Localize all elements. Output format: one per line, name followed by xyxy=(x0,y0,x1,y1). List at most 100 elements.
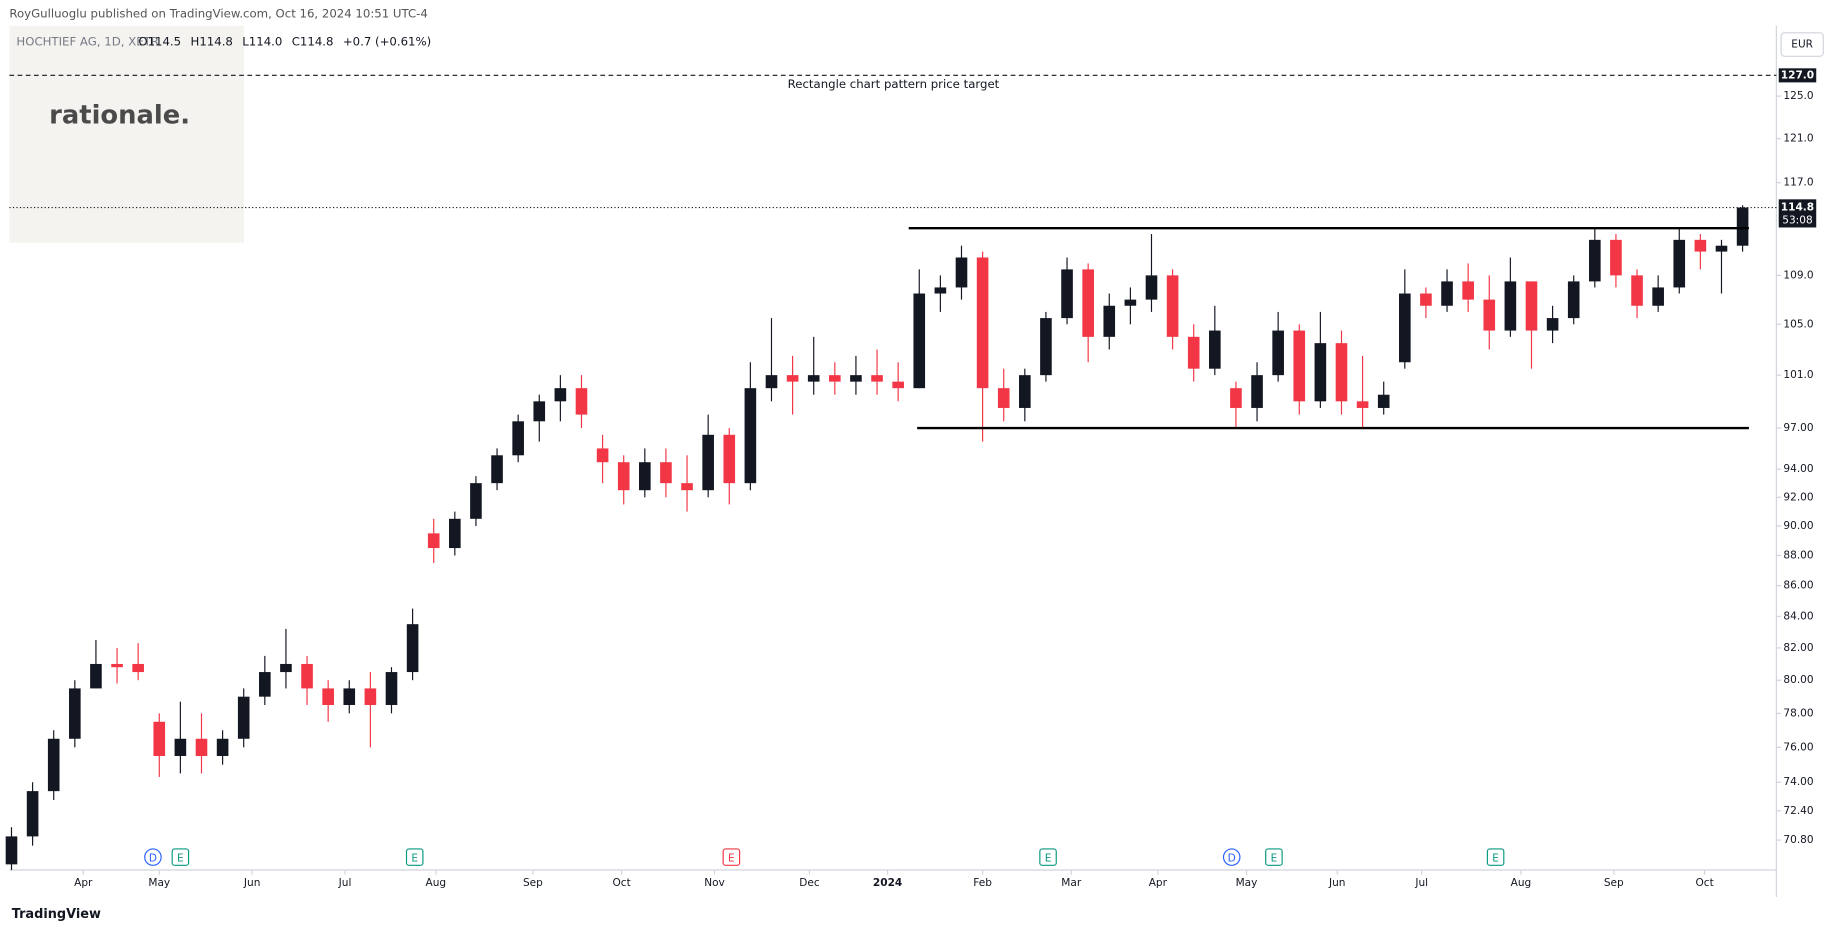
event-marker[interactable] xyxy=(722,848,741,866)
candle-body xyxy=(449,518,461,549)
event-label[interactable]: E xyxy=(1271,852,1278,864)
candle-body xyxy=(1694,239,1707,252)
candle-body xyxy=(723,434,736,484)
candle-body xyxy=(322,688,334,705)
event-label[interactable]: D xyxy=(1228,852,1236,864)
candle-body xyxy=(512,421,524,456)
x-tick-label: Nov xyxy=(704,877,725,889)
x-tick-label: Mar xyxy=(1061,877,1082,889)
last-price-box xyxy=(1778,199,1817,228)
candle-body xyxy=(1209,330,1221,369)
symbol: HOCHTIEF AG, 1D, XETR xyxy=(16,35,159,49)
event-marker[interactable] xyxy=(405,848,424,866)
y-tick-label: 94.00 xyxy=(1783,463,1813,475)
event-label[interactable]: E xyxy=(411,852,418,864)
target-price-box xyxy=(1778,68,1817,83)
candle-body xyxy=(786,375,799,382)
event-marker[interactable] xyxy=(1486,848,1505,866)
candle-body xyxy=(470,483,482,519)
ohlc-value: L114.0 xyxy=(242,35,282,49)
candle-body xyxy=(47,738,60,792)
y-tick-label: 90.00 xyxy=(1783,520,1813,532)
currency-button[interactable] xyxy=(1780,32,1824,57)
candle-body xyxy=(681,483,693,491)
candle-body xyxy=(491,455,503,484)
candle-body xyxy=(1272,330,1284,376)
event-marker[interactable] xyxy=(1222,848,1241,866)
event-label[interactable]: E xyxy=(1492,852,1499,864)
candle-body xyxy=(26,791,39,837)
candle-body xyxy=(660,462,672,484)
candle-body xyxy=(702,434,714,491)
candle-body xyxy=(1673,239,1686,288)
target-price-label: 127.0 xyxy=(1781,69,1814,81)
x-tick-label: Jun xyxy=(1328,877,1345,889)
target-text: Rectangle chart pattern price target xyxy=(788,77,1000,91)
candle-body xyxy=(1567,281,1580,319)
candle-body xyxy=(1103,305,1116,337)
candle-body xyxy=(174,738,187,756)
candle-body xyxy=(871,375,883,382)
y-tick-label: 72.40 xyxy=(1783,805,1813,817)
candle-body xyxy=(934,287,947,294)
candle-body xyxy=(575,388,588,415)
candle-body xyxy=(617,462,630,491)
x-tick-label: Dec xyxy=(799,877,820,889)
candle-body xyxy=(1124,299,1137,306)
event-marker[interactable] xyxy=(171,848,190,866)
x-tick-label: Apr xyxy=(1149,877,1168,889)
candle-body xyxy=(385,672,398,705)
candle-body xyxy=(1082,269,1094,337)
watermark-box xyxy=(9,25,244,243)
candle-body xyxy=(237,696,250,739)
candle-body xyxy=(406,624,419,673)
event-label[interactable]: D xyxy=(149,852,157,864)
y-tick-label: 97.00 xyxy=(1783,422,1813,434)
event-marker[interactable] xyxy=(144,848,162,866)
y-tick-label: 88.00 xyxy=(1783,549,1813,561)
event-label[interactable]: E xyxy=(1045,852,1052,864)
y-tick-label: 86.00 xyxy=(1783,580,1813,592)
x-tick-label: Jun xyxy=(243,877,260,889)
candle-body xyxy=(5,836,18,865)
countdown: 53:08 xyxy=(1782,214,1812,226)
candle-body xyxy=(829,375,841,382)
y-tick-label: 80.00 xyxy=(1783,674,1813,686)
x-tick-label: Sep xyxy=(523,877,543,889)
candle-body xyxy=(1589,239,1601,282)
y-tick-label: 74.00 xyxy=(1783,776,1813,788)
candle-body xyxy=(1377,394,1390,408)
footer: TradingView xyxy=(12,907,101,922)
event-marker[interactable] xyxy=(1265,848,1283,866)
candle-body xyxy=(1504,281,1517,331)
event-label[interactable]: E xyxy=(177,852,184,864)
x-tick-label: Jul xyxy=(338,877,352,889)
y-tick-label: 82.00 xyxy=(1783,642,1813,654)
y-tick-label: 84.00 xyxy=(1783,610,1813,622)
candle-body xyxy=(744,388,757,484)
event-marker[interactable] xyxy=(1039,848,1057,866)
x-tick-label: Jul xyxy=(1414,877,1428,889)
candle-body xyxy=(1145,275,1158,300)
currency[interactable]: EUR xyxy=(1791,39,1813,51)
candle-body xyxy=(850,375,862,382)
y-tick-label: 121.0 xyxy=(1783,133,1813,145)
candle-body xyxy=(1736,207,1749,246)
candle-body xyxy=(1631,275,1643,306)
candle-body xyxy=(892,381,904,389)
candle-body xyxy=(1187,336,1200,369)
candle-body xyxy=(955,257,968,288)
x-tick-label: Oct xyxy=(612,877,630,889)
candle-body xyxy=(427,533,440,549)
candle-body xyxy=(280,663,292,673)
last-price-label: 114.8 xyxy=(1781,202,1814,214)
y-tick-label: 92.00 xyxy=(1783,491,1813,503)
candle-body xyxy=(69,688,81,739)
y-tick-label: 70.80 xyxy=(1783,834,1813,846)
candle-body xyxy=(1652,287,1664,306)
y-tick-label: 76.00 xyxy=(1783,741,1813,753)
header: RoyGulluoglu published on TradingView.co… xyxy=(9,7,427,21)
candle-body xyxy=(554,388,567,402)
event-label[interactable]: E xyxy=(728,852,735,864)
